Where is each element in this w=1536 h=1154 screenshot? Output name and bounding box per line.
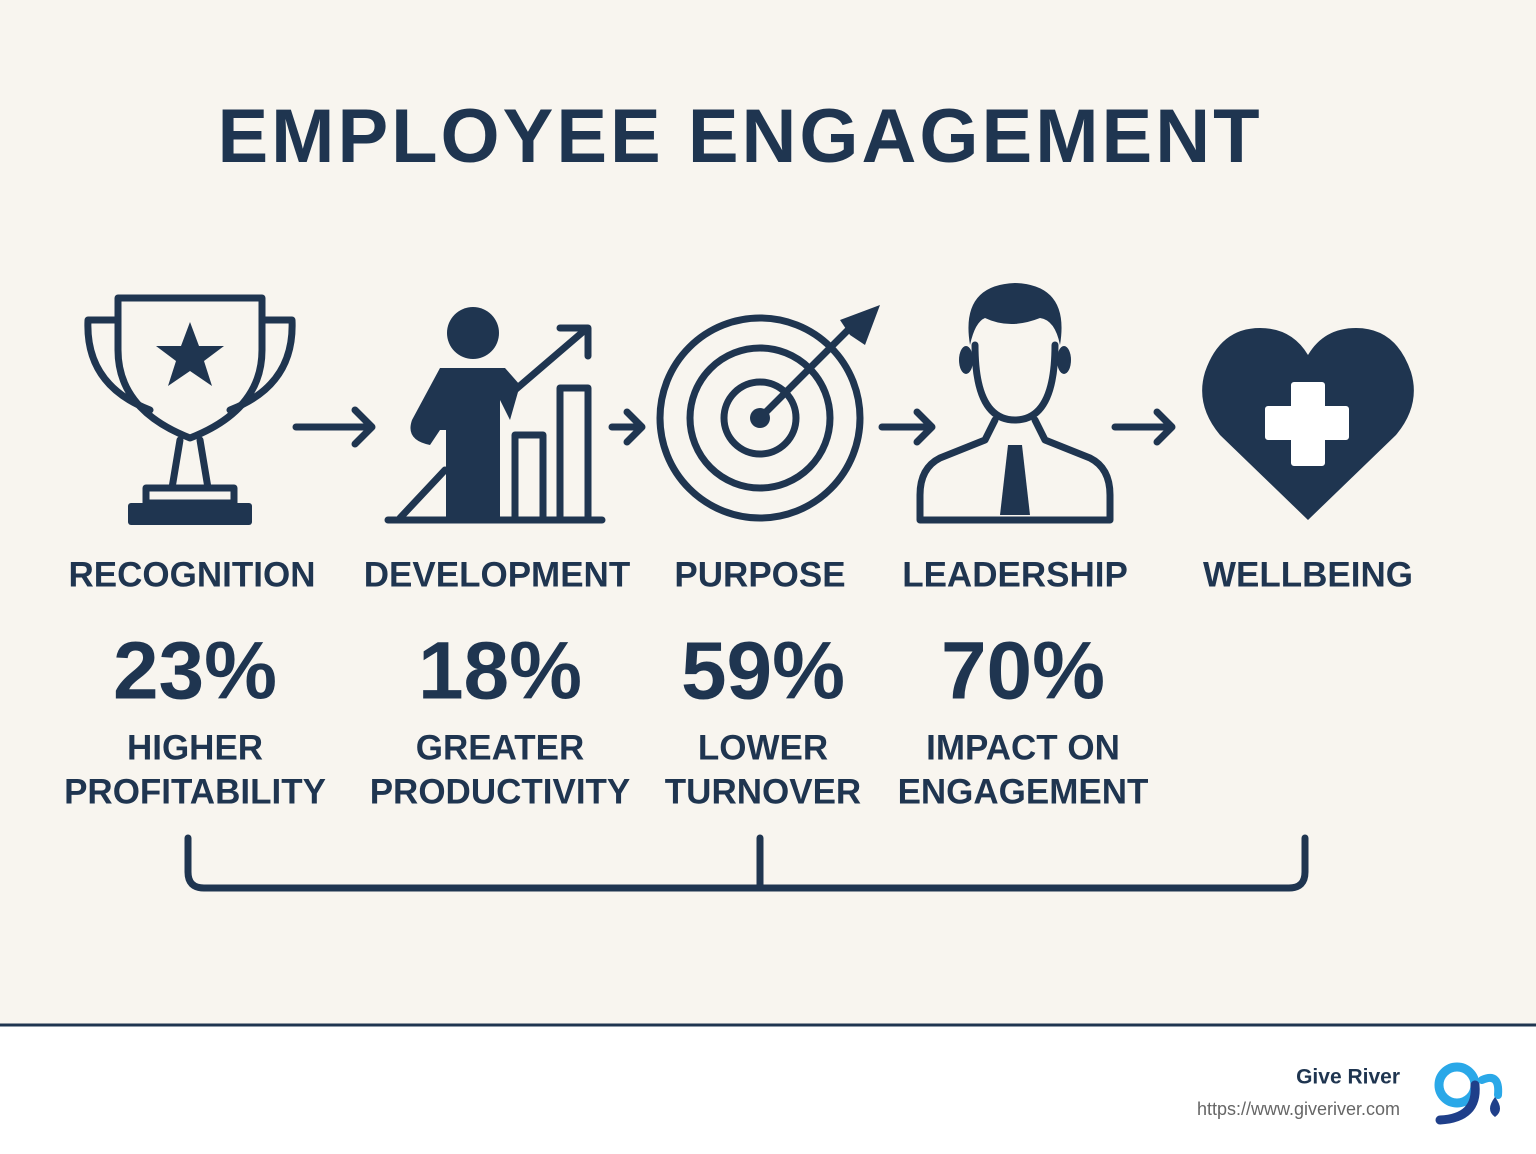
trophy-icon: [84, 294, 296, 525]
stat-value: 70%: [941, 626, 1105, 717]
leader-icon: [916, 283, 1114, 524]
title: EMPLOYEE ENGAGEMENT: [217, 94, 1262, 179]
target-icon: [656, 305, 880, 522]
stat-caption: PRODUCTIVITY: [370, 772, 631, 811]
brand-url: https://www.giveriver.com: [1197, 1099, 1400, 1119]
stat-caption: LOWER: [698, 728, 828, 767]
stat-caption: TURNOVER: [665, 772, 861, 811]
background: [0, 0, 1536, 1025]
pillar-label: LEADERSHIP: [902, 555, 1128, 594]
pillar-label: DEVELOPMENT: [364, 555, 630, 594]
stat-caption: PROFITABILITY: [64, 772, 326, 811]
pillar-label: PURPOSE: [674, 555, 845, 594]
stat-value: 18%: [418, 626, 582, 717]
arrows: [292, 406, 1176, 448]
stat-caption: IMPACT ON: [926, 728, 1120, 767]
stat-caption: HIGHER: [127, 728, 263, 767]
stat-value: 59%: [681, 626, 845, 717]
brand-name: Give River: [1296, 1066, 1400, 1089]
stat-value: 23%: [113, 626, 277, 717]
brand-logo: [1434, 1062, 1503, 1125]
development-icon: [384, 307, 606, 524]
pillar-label: WELLBEING: [1203, 555, 1413, 594]
stat-caption: GREATER: [416, 728, 585, 767]
stat-caption: ENGAGEMENT: [898, 772, 1149, 811]
pillar-label: RECOGNITION: [69, 555, 316, 594]
bracket: [184, 834, 1309, 892]
heart-icon: [1202, 328, 1414, 520]
